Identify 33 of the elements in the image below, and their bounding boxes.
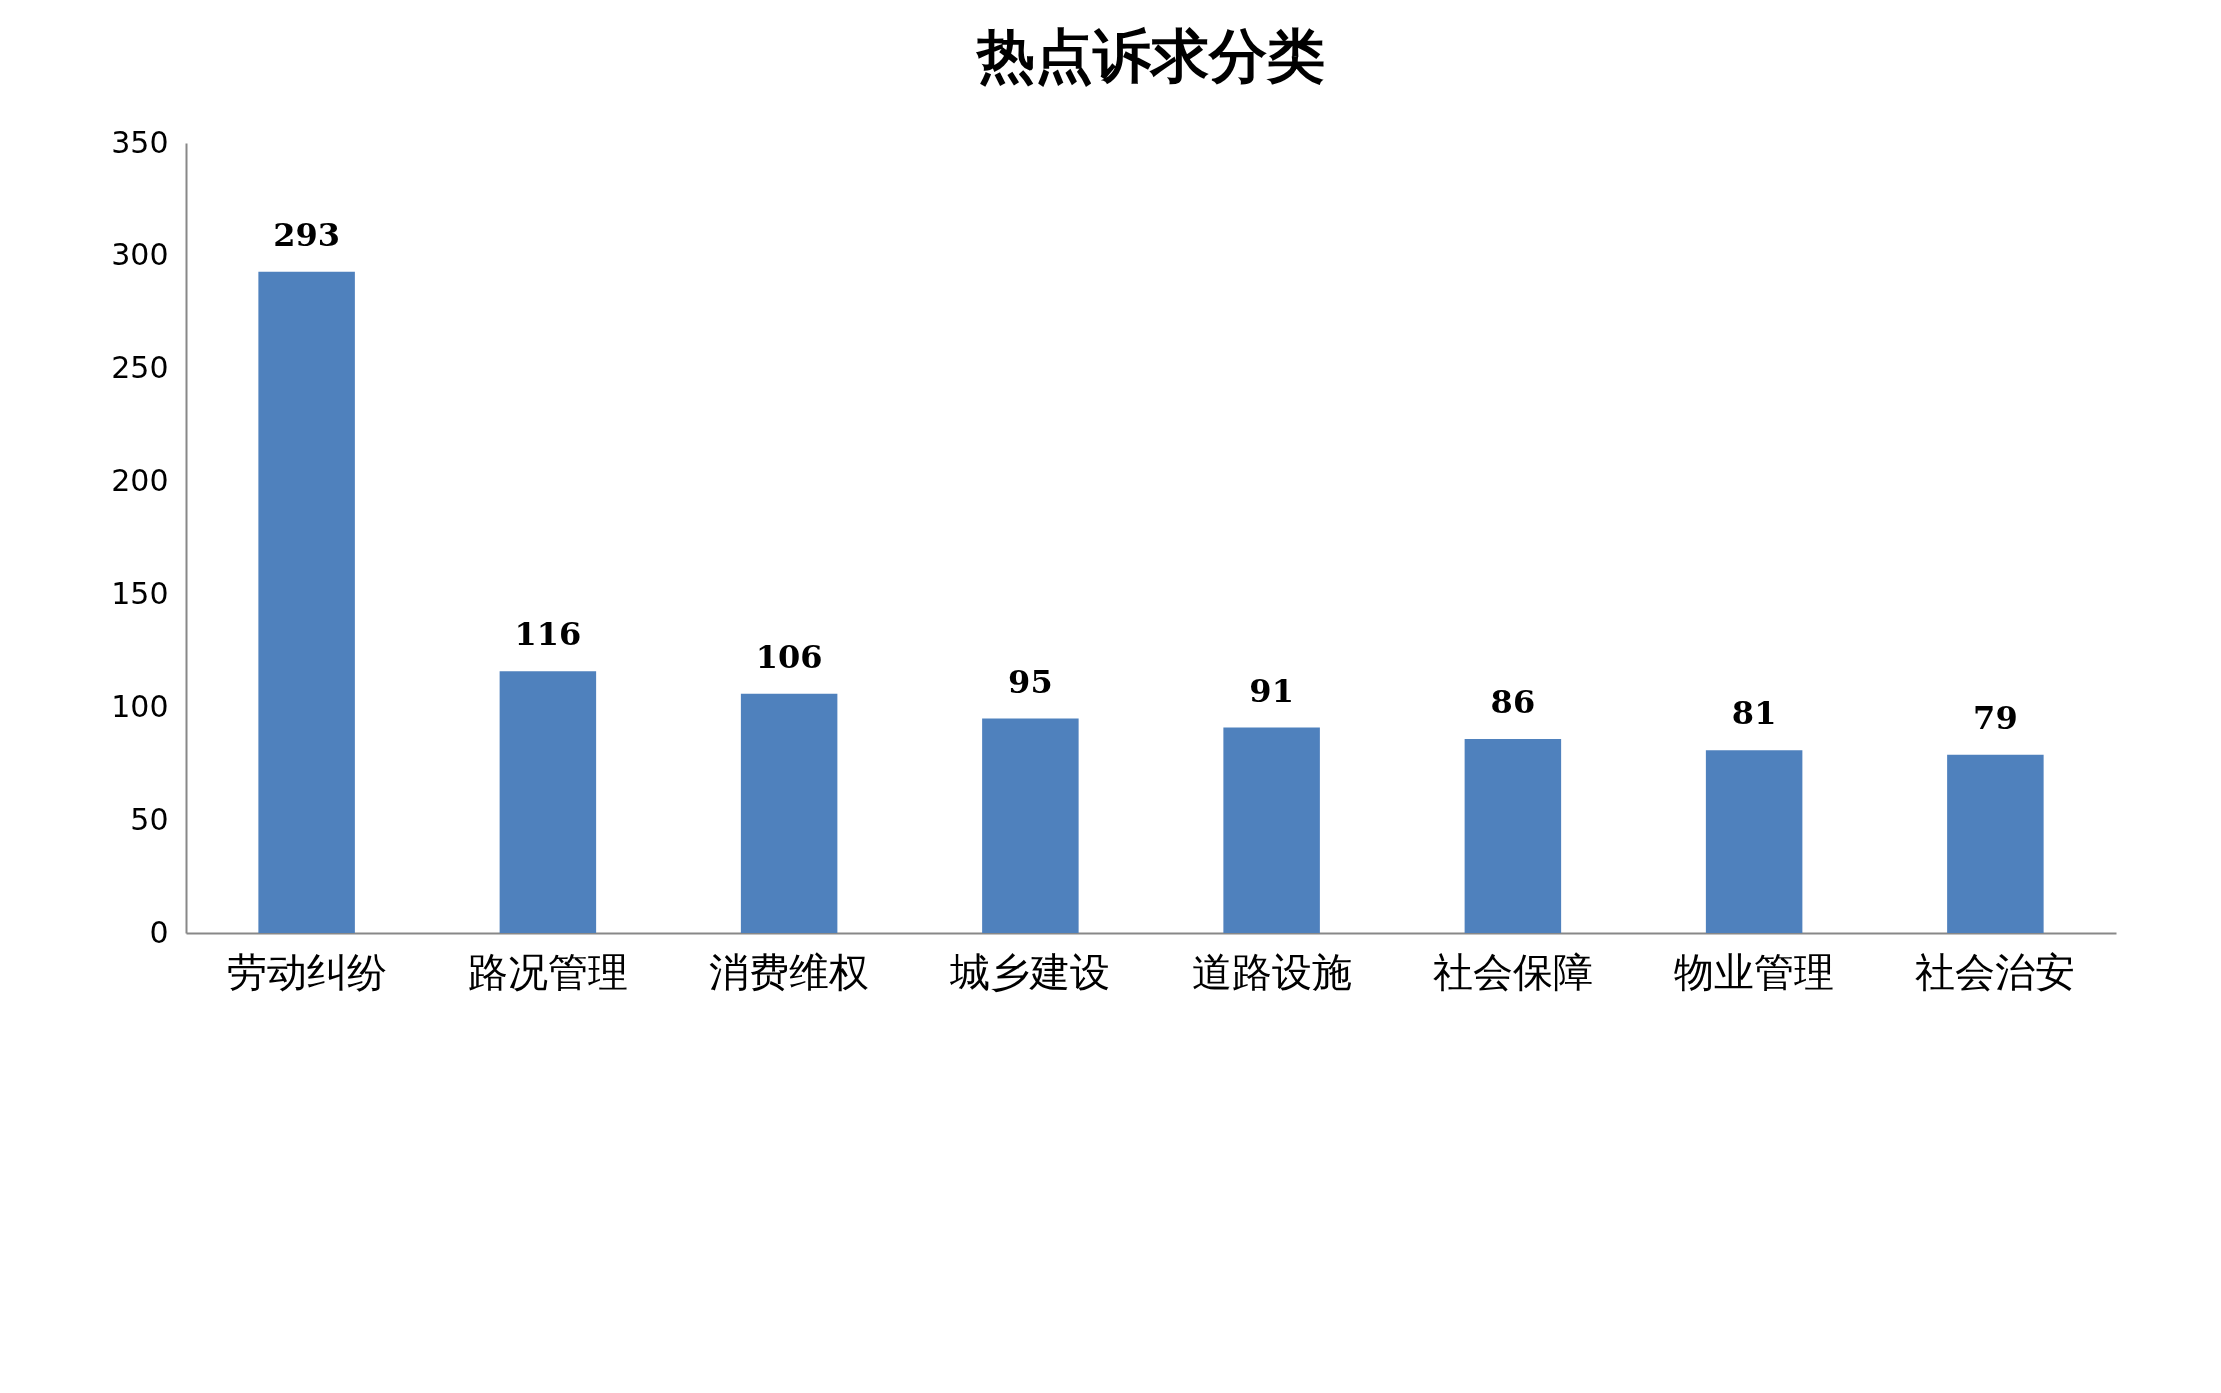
data-label: 95 [1008,662,1053,701]
y-tick-label: 300 [111,237,169,273]
data-label: 79 [1973,698,2018,737]
x-tick-label: 路况管理 [467,948,628,995]
bar [1705,750,1803,933]
x-tick-label: 社会保障 [1432,948,1593,995]
data-label: 293 [273,215,341,254]
bar [1223,727,1320,933]
x-tick-label: 消费维权 [709,948,870,995]
y-tick-label: 50 [130,801,169,837]
y-tick-label: 0 [149,914,169,950]
bar [982,718,1079,933]
bar [1464,738,1562,933]
x-tick-label: 城乡建设 [949,948,1111,995]
data-label: 91 [1249,671,1294,710]
bar [258,271,355,933]
data-label: 81 [1731,694,1777,733]
y-tick-label: 100 [111,688,169,724]
x-tick-label: 劳动纠纷 [226,948,387,995]
chart-title: 热点诉求分类 [975,22,1325,90]
y-tick-label: 350 [111,124,169,160]
y-tick-label: 250 [111,350,169,386]
y-tick-label: 200 [111,463,169,499]
bar [1947,754,2044,933]
y-tick-label: 150 [111,575,169,611]
data-label: 86 [1490,682,1536,721]
data-label: 116 [514,615,582,654]
data-label: 106 [755,637,823,676]
x-tick-label: 物业管理 [1674,948,1835,995]
bar [499,671,597,933]
x-tick-label: 社会治安 [1915,948,2076,995]
x-tick-label: 道路设施 [1191,948,1352,995]
bar [740,693,838,933]
